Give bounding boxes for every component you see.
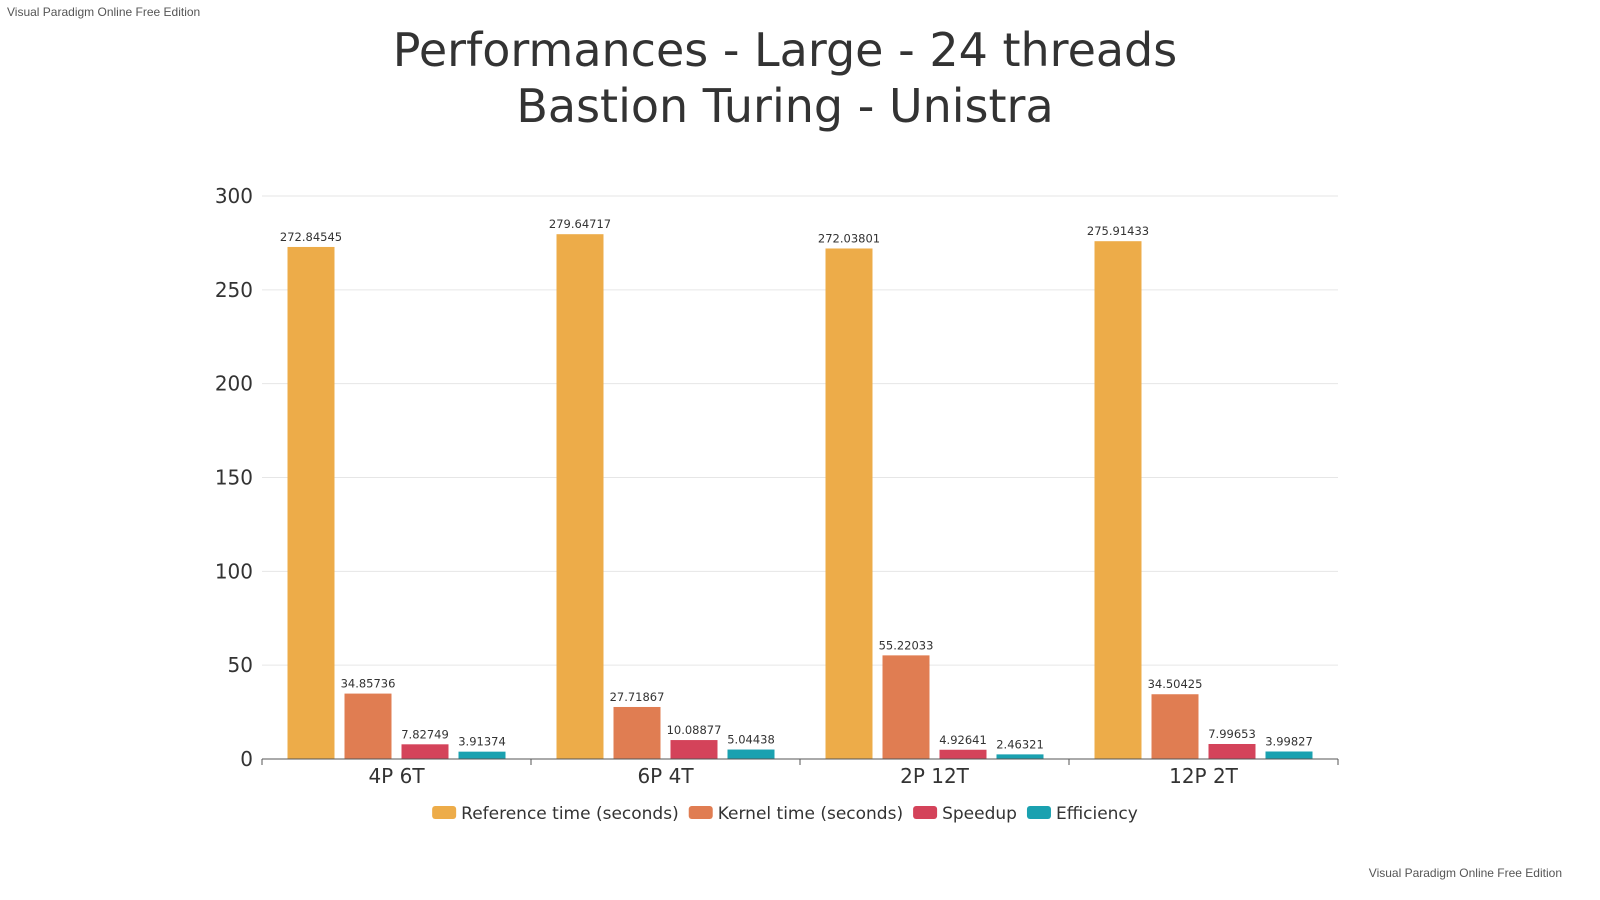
legend-swatch (913, 806, 938, 819)
legend-item-1[interactable]: Reference time (seconds) (432, 804, 679, 824)
legend-item-4[interactable]: Efficiency (1026, 804, 1138, 824)
bar-4p-6t-series-3 (401, 744, 449, 759)
legend-swatch (688, 806, 713, 819)
x-tick-label: 6P 4T (637, 764, 694, 788)
data-label: 34.50425 (1148, 677, 1203, 691)
legend-item-3[interactable]: Speedup (913, 804, 1017, 824)
y-tick-label: 100 (215, 559, 253, 583)
watermark-top: Visual Paradigm Online Free Edition (7, 5, 201, 19)
bar-4p-6t-series-4 (458, 751, 506, 759)
x-tick-label: 4P 6T (368, 764, 425, 788)
y-tick-label: 300 (215, 184, 253, 208)
data-label: 27.71867 (610, 690, 665, 704)
y-tick-label: 50 (228, 653, 253, 677)
bar-12p-2t-series-1 (1094, 241, 1142, 759)
legend-label: Reference time (seconds) (461, 804, 679, 824)
data-label: 279.64717 (549, 217, 611, 231)
bar-6p-4t-series-1 (556, 234, 604, 759)
y-tick-label: 200 (215, 372, 253, 396)
bar-6p-4t-series-3 (670, 740, 718, 759)
legend-swatch (432, 806, 457, 819)
x-tick-label: 2P 12T (900, 764, 970, 788)
bar-2p-12t-series-4 (996, 754, 1044, 759)
legend: Reference time (seconds) Kernel time (sec… (432, 804, 1138, 824)
x-axis: 4P 6T 6P 4T 2P 12T 12P 2T (261, 758, 1339, 788)
data-label: 5.04438 (727, 733, 775, 747)
bar-2p-12t-series-1 (825, 248, 873, 759)
y-tick-label: 250 (215, 278, 253, 302)
legend-label: Efficiency (1056, 804, 1138, 824)
bar-12p-2t-series-2 (1151, 694, 1199, 759)
legend-item-2[interactable]: Kernel time (seconds) (688, 804, 903, 824)
gridlines (262, 195, 1338, 666)
data-label: 10.08877 (667, 723, 722, 737)
legend-label: Speedup (942, 804, 1017, 824)
data-label: 4.92641 (939, 733, 987, 747)
y-tick-label: 0 (240, 747, 253, 771)
bar-12p-2t-series-4 (1265, 751, 1313, 759)
bar-6p-4t-series-2 (613, 706, 661, 759)
y-axis: 0 50 100 150 200 250 300 (215, 184, 253, 771)
data-label: 7.82749 (401, 727, 449, 741)
data-label: 2.46321 (996, 737, 1044, 751)
bar-4p-6t-series-1 (287, 246, 335, 760)
chart-title-line-1: Performances - Large - 24 threads (393, 23, 1177, 77)
data-label: 3.99827 (1265, 734, 1313, 748)
legend-swatch (1026, 806, 1051, 819)
bar-2p-12t-series-3 (939, 749, 987, 759)
data-label: 3.91374 (458, 735, 506, 749)
watermark-bottom: Visual Paradigm Online Free Edition (1368, 866, 1562, 880)
data-label: 272.84545 (280, 230, 342, 244)
x-tick-label: 12P 2T (1169, 764, 1239, 788)
bar-6p-4t-series-4 (727, 749, 775, 759)
chart-title: Performances - Large - 24 threadsBastion… (393, 23, 1177, 133)
bar-2p-12t-series-2 (882, 655, 930, 759)
legend-label: Kernel time (seconds) (718, 804, 903, 824)
data-label: 55.22033 (879, 638, 934, 652)
bar-4p-6t-series-2 (344, 693, 392, 759)
bars: 272.84545 34.85736 7.82749 3.91374 279.64717… (280, 217, 1313, 760)
y-tick-label: 150 (215, 466, 253, 490)
chart-title-line-2: Bastion Turing - Unistra (516, 79, 1053, 133)
data-label: 272.03801 (818, 231, 880, 245)
data-label: 275.91433 (1087, 224, 1149, 238)
bar-12p-2t-series-3 (1208, 743, 1256, 759)
data-label: 7.99653 (1208, 727, 1256, 741)
data-label: 34.85736 (341, 677, 396, 691)
